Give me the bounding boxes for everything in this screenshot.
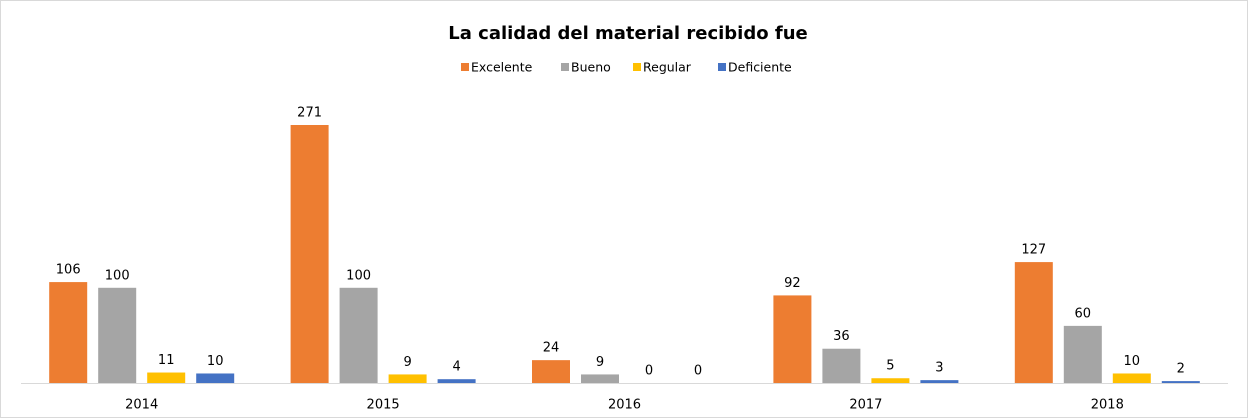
x-tick-label: 2015 [367, 398, 400, 413]
data-label: 100 [346, 268, 371, 283]
bar [147, 372, 186, 383]
bar [1112, 373, 1151, 383]
bar [532, 360, 570, 383]
data-label: 106 [56, 263, 81, 278]
bar [871, 378, 910, 383]
legend-swatch [633, 63, 641, 71]
bar [581, 374, 619, 383]
x-tick-label: 2016 [608, 398, 641, 413]
data-label: 2 [1177, 362, 1185, 377]
data-label: 60 [1075, 306, 1092, 321]
legend-label: Excelente [471, 60, 533, 75]
bar [290, 125, 329, 383]
legend-swatch [718, 63, 726, 71]
x-tick-label: 2018 [1091, 398, 1124, 413]
legend-swatch [561, 63, 569, 71]
bar [1014, 262, 1053, 383]
data-label: 127 [1021, 243, 1046, 258]
x-tick-label: 2014 [125, 398, 158, 413]
bar [49, 282, 88, 383]
x-tick-label: 2017 [849, 398, 882, 413]
bar [339, 287, 378, 383]
legend-label: Deficiente [728, 60, 792, 75]
data-label: 4 [452, 360, 460, 375]
legend-swatch [461, 63, 469, 71]
bar [1063, 325, 1102, 383]
bar [388, 374, 427, 383]
chart-title: La calidad del material recibido fue [448, 23, 807, 44]
bar [773, 295, 812, 383]
data-label: 11 [158, 353, 175, 368]
data-label: 36 [833, 329, 850, 344]
data-label: 0 [645, 364, 653, 379]
data-label: 9 [596, 355, 604, 370]
bar [822, 348, 861, 383]
bar [98, 287, 137, 383]
data-label: 10 [207, 354, 224, 369]
data-label: 5 [886, 359, 894, 374]
data-label: 100 [105, 268, 130, 283]
legend-label: Bueno [571, 60, 611, 75]
data-label: 0 [694, 364, 702, 379]
data-label: 3 [935, 361, 943, 376]
bar [920, 380, 959, 383]
bar [196, 373, 235, 383]
legend-label: Regular [643, 60, 692, 75]
data-label: 92 [784, 276, 801, 291]
data-label: 271 [297, 106, 322, 121]
data-label: 24 [543, 341, 560, 356]
bar [437, 379, 476, 383]
bar [1161, 381, 1200, 383]
data-label: 9 [403, 355, 411, 370]
data-label: 10 [1124, 354, 1141, 369]
